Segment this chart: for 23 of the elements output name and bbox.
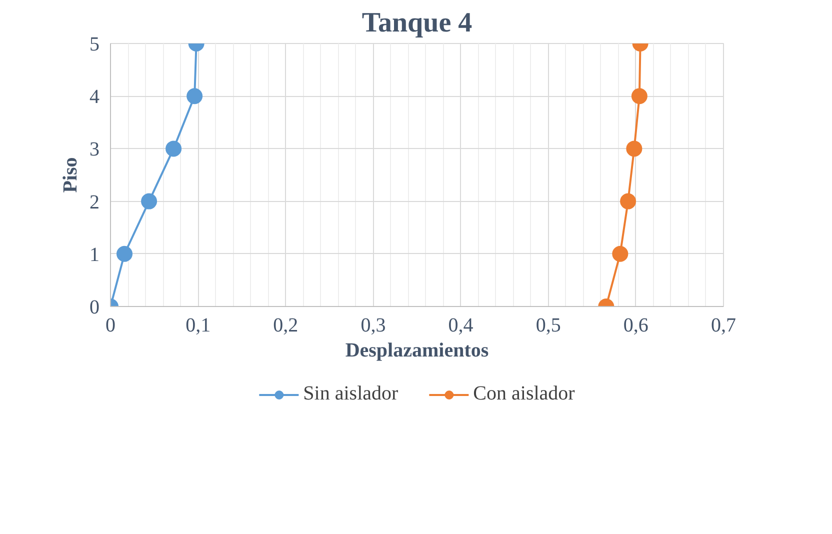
x-tick-label: 0 (106, 314, 116, 336)
x-tick-label: 0,5 (536, 314, 561, 336)
legend-label: Sin aislador (303, 382, 398, 406)
y-tick-label: 1 (90, 244, 100, 266)
x-tick-label: 0,1 (186, 314, 211, 336)
y-tick-label: 5 (90, 34, 100, 56)
x-tick-label: 0,7 (711, 314, 736, 336)
x-tick-label: 0,6 (623, 314, 648, 336)
x-axis-title: Desplazamientos (345, 340, 489, 362)
y-tick-label: 4 (90, 86, 100, 108)
legend-label: Con aislador (473, 382, 575, 406)
y-tick-label: 2 (90, 191, 100, 214)
point (141, 193, 158, 210)
y-tick-label: 3 (90, 138, 100, 161)
x-tick-label: 0,4 (448, 314, 474, 336)
x-tick-label: 0,2 (273, 314, 298, 336)
chart-title: Tanque 4 (362, 8, 472, 38)
point (166, 140, 182, 157)
y-axis-title: Piso (60, 157, 82, 193)
point (626, 140, 642, 157)
y-tick-label: 0 (90, 296, 100, 318)
x-tick-label: 0,3 (360, 314, 386, 336)
point (620, 193, 636, 210)
